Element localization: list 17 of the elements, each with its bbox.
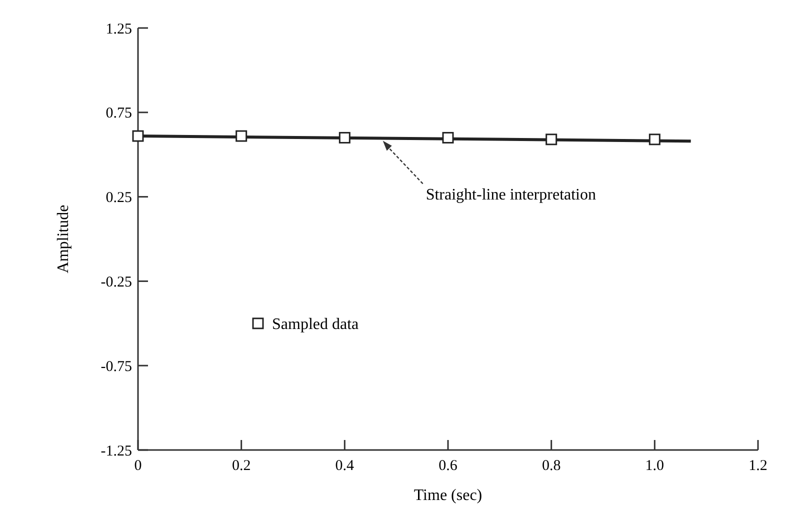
legend-label: Sampled data (272, 316, 359, 333)
x-tick-label: 0.2 (232, 458, 251, 474)
y-tick-label: -0.75 (100, 358, 132, 375)
x-tick-label: 0.6 (438, 458, 458, 474)
y-tick-label: -0.25 (100, 274, 132, 290)
y-tick-label: 1.25 (106, 21, 132, 38)
x-axis-title: Time (sec) (414, 487, 482, 504)
y-tick-label: 0.75 (106, 106, 132, 122)
x-tick-label: 0.4 (335, 458, 355, 474)
x-tick-label: 1.2 (748, 458, 768, 474)
y-tick-label: 0.25 (106, 190, 132, 206)
annotation: Straight-line interpretation (426, 186, 596, 204)
x-tick-label: 0 (134, 458, 142, 474)
y-tick-label: -1.25 (100, 443, 132, 460)
x-tick-label: 1.0 (645, 458, 664, 474)
x-tick-label: 0.8 (542, 458, 561, 474)
y-axis-title: Amplitude (55, 204, 72, 274)
